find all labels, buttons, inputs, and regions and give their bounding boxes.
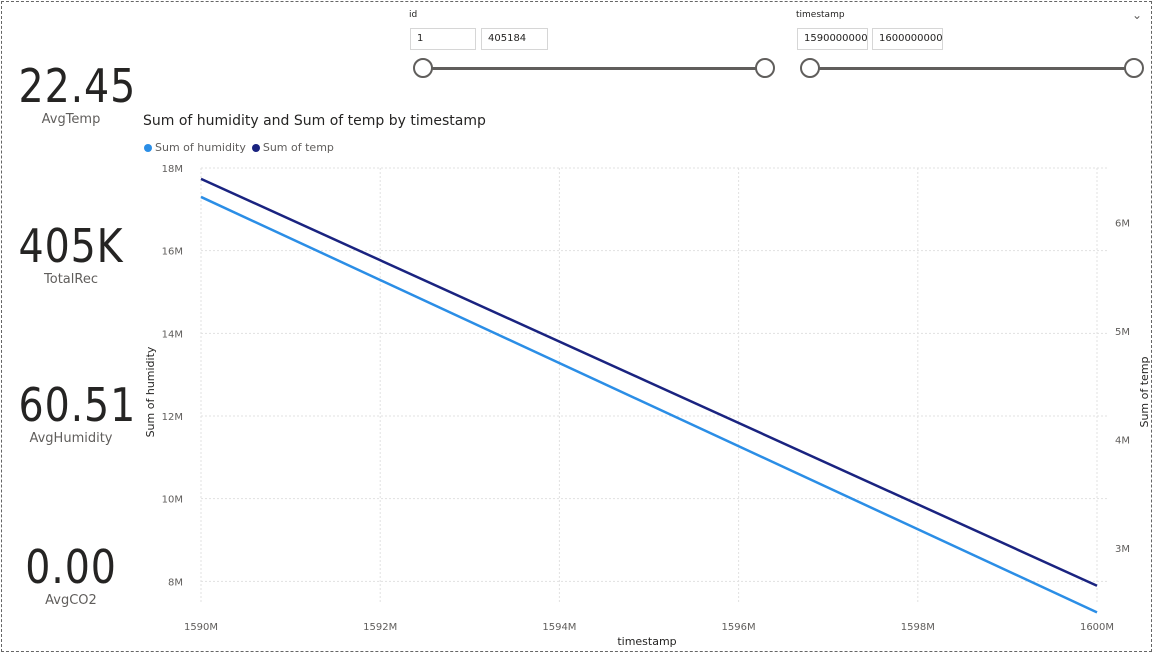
legend-label: Sum of temp [262, 141, 334, 154]
series-line-humidity [200, 195, 1098, 614]
series-line-temp [200, 177, 1098, 587]
slicer-title: id [409, 10, 418, 20]
id-min-input[interactable]: 1 [410, 28, 476, 50]
y-tick-label: 18M [162, 164, 183, 175]
legend-dot-temp [251, 143, 260, 152]
timestamp-max-input[interactable]: 1600000000 [872, 28, 943, 50]
x-tick-label: 1594M [542, 622, 576, 633]
x-tick-label: 1598M [901, 622, 935, 633]
timestamp-slicer: timestamp 1590000000 1600000000 ⌄ [796, 8, 1148, 85]
legend-item-humidity[interactable]: Sum of humidity [144, 141, 246, 154]
timestamp-slider-min-handle[interactable] [800, 58, 820, 78]
slicer-title: timestamp [796, 10, 845, 20]
card-value: 405K [18, 219, 124, 273]
x-tick-label: 1590M [184, 622, 218, 633]
id-slicer: id 1 405184 [409, 10, 779, 85]
card-label: AvgTemp [41, 112, 101, 127]
id-slider-track[interactable] [423, 67, 767, 70]
card-avg-co2[interactable]: 0.00 AvgCO2 [10, 541, 132, 609]
chevron-down-icon[interactable]: ⌄ [1132, 8, 1143, 22]
card-value: 22.45 [18, 59, 137, 113]
id-max-input[interactable]: 405184 [481, 28, 548, 50]
timestamp-slider-track[interactable] [810, 67, 1136, 70]
chart-legend: Sum of humidity Sum of temp [144, 141, 334, 154]
card-avg-temp[interactable]: 22.45 AvgTemp [10, 59, 137, 128]
y2-tick-label: 4M [1115, 435, 1130, 446]
timestamp-min-input[interactable]: 1590000000 [797, 28, 868, 50]
card-value: 0.00 [25, 540, 117, 594]
chart-title: Sum of humidity and Sum of temp by times… [143, 113, 486, 129]
card-value: 60.51 [18, 378, 137, 432]
id-slider-max-handle[interactable] [755, 58, 775, 78]
x-tick-label: 1596M [722, 622, 756, 633]
y-tick-label: 14M [162, 329, 183, 340]
timestamp-slider-max-handle[interactable] [1124, 58, 1144, 78]
legend-label: Sum of humidity [155, 141, 246, 154]
x-tick-label: 1600M [1080, 622, 1114, 633]
card-label: AvgCO2 [45, 593, 97, 608]
y-tick-label: 16M [162, 247, 183, 258]
y2-tick-label: 6M [1115, 218, 1130, 229]
x-axis-title: timestamp [617, 635, 676, 648]
y2-axis-title: Sum of temp [1138, 356, 1151, 427]
card-total-rec[interactable]: 405K TotalRec [10, 220, 132, 288]
y-axis-title: Sum of humidity [144, 346, 157, 437]
id-slider-min-handle[interactable] [413, 58, 433, 78]
y2-tick-label: 3M [1115, 544, 1130, 555]
x-tick-label: 1592M [363, 622, 397, 633]
y-tick-label: 12M [162, 412, 183, 423]
legend-item-temp[interactable]: Sum of temp [251, 141, 334, 154]
card-avg-humidity[interactable]: 60.51 AvgHumidity [10, 378, 137, 447]
legend-dot-humidity [144, 143, 152, 152]
card-label: AvgHumidity [29, 431, 113, 446]
y-tick-label: 10M [162, 495, 183, 506]
card-label: TotalRec [44, 272, 98, 287]
y-tick-label: 8M [168, 577, 183, 588]
y2-tick-label: 5M [1115, 327, 1130, 338]
